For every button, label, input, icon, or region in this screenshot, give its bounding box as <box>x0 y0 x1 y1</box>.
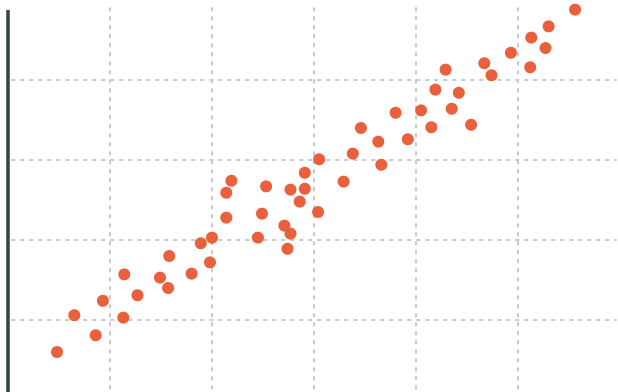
data-point <box>131 289 144 302</box>
data-point <box>452 86 465 99</box>
data-point <box>284 227 297 240</box>
data-point <box>372 135 385 148</box>
data-point <box>51 346 63 358</box>
data-point <box>204 256 216 269</box>
data-point <box>415 104 428 117</box>
data-point <box>68 309 81 322</box>
data-point <box>162 282 175 294</box>
data-points <box>51 3 582 358</box>
data-point <box>293 195 306 208</box>
data-point <box>346 147 359 160</box>
data-point <box>429 83 442 96</box>
data-point <box>154 271 166 284</box>
data-point <box>337 175 350 188</box>
data-point <box>298 166 311 179</box>
data-point <box>225 174 238 187</box>
data-point <box>354 122 367 134</box>
data-point <box>542 20 555 33</box>
data-point <box>504 46 517 59</box>
data-point <box>313 153 326 166</box>
data-point <box>281 242 294 255</box>
data-point <box>569 3 582 16</box>
data-point <box>485 69 498 82</box>
data-point <box>89 329 102 342</box>
data-point <box>185 267 198 280</box>
data-point <box>478 57 491 70</box>
data-point <box>284 183 297 196</box>
data-point <box>524 61 537 74</box>
data-point <box>96 294 109 307</box>
data-point <box>194 237 207 250</box>
data-point <box>465 118 478 131</box>
data-point <box>220 211 233 224</box>
data-point <box>260 180 273 193</box>
data-point <box>118 268 131 281</box>
data-point <box>256 207 268 220</box>
data-point <box>401 133 414 146</box>
data-point <box>220 186 233 199</box>
data-point <box>525 31 538 44</box>
data-point <box>445 102 458 115</box>
data-point <box>375 158 388 171</box>
data-point <box>439 63 452 76</box>
data-point <box>312 206 325 218</box>
data-point <box>163 250 176 262</box>
data-point <box>206 231 218 244</box>
data-point <box>298 182 311 195</box>
data-point <box>117 311 130 324</box>
data-point <box>389 106 402 119</box>
data-point <box>425 121 438 134</box>
gridlines <box>11 7 617 392</box>
data-point <box>251 231 264 244</box>
data-point <box>539 42 552 54</box>
